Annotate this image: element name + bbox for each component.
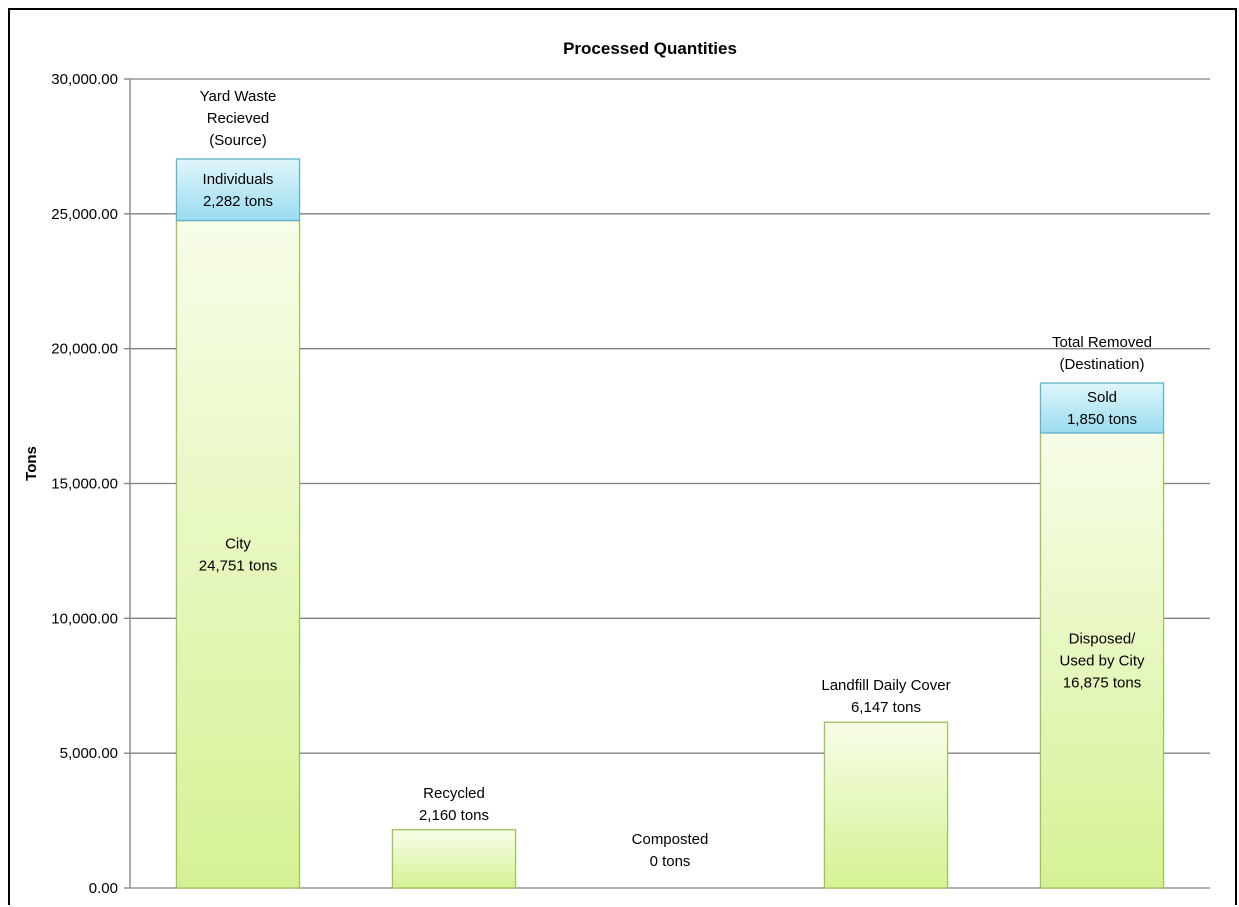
bar-data-label: Sold: [1087, 389, 1117, 406]
bar-segment-top: [1039, 382, 1165, 434]
chart-title: Processed Quantities: [563, 39, 737, 58]
y-tick-label: 30,000.00: [51, 71, 118, 88]
y-axis-label: Tons: [23, 446, 40, 481]
y-tick-label: 15,000.00: [51, 476, 118, 493]
y-tick-label: 20,000.00: [51, 341, 118, 358]
bar-segment-base: [175, 219, 301, 889]
y-tick-label: 10,000.00: [51, 610, 118, 627]
bar-category-label: Total Removed: [1052, 334, 1152, 351]
bar-data-label: 1,850 tons: [1067, 411, 1137, 428]
bar-segment-base: [823, 721, 949, 889]
bar-data-label: Disposed/: [1069, 630, 1137, 647]
bar-segment-base: [391, 829, 517, 889]
bar-data-label: Individuals: [203, 171, 274, 188]
bar-data-label: Used by City: [1059, 652, 1145, 669]
bar-category-label: Recieved: [207, 110, 270, 127]
bar-data-label: 0 tons: [650, 853, 691, 870]
bar-data-label: 6,147 tons: [851, 699, 921, 716]
data-labels: City 24,751 tons Individuals 2,282 tons Yard…: [199, 88, 1152, 870]
y-axis: 0.00 5,000.00 10,000.00 15,000.00 20,000.00 2…: [51, 71, 1210, 897]
y-tick-label: 0.00: [89, 880, 118, 897]
bar-segment-top: [175, 158, 301, 222]
bar-data-label: 2,160 tons: [419, 807, 489, 824]
chart-area: 0.00 5,000.00 10,000.00 15,000.00 20,000.00 2…: [8, 8, 1237, 905]
y-tick-label: 25,000.00: [51, 206, 118, 223]
bar-chart: 0.00 5,000.00 10,000.00 15,000.00 20,000.00 2…: [23, 39, 1210, 897]
bar-data-label: Recycled: [423, 785, 485, 802]
bar-category-label: (Destination): [1059, 356, 1144, 373]
y-tick-label: 5,000.00: [60, 745, 118, 762]
bar-data-label: Landfill Daily Cover: [821, 677, 950, 694]
bar-category-label: Yard Waste: [200, 88, 277, 105]
bars: [175, 158, 1165, 889]
gridlines: [130, 78, 1210, 754]
bar-data-label: City: [225, 535, 251, 552]
bar-data-label: 24,751 tons: [199, 557, 277, 574]
bar-data-label: 2,282 tons: [203, 193, 273, 210]
bar-category-label: (Source): [209, 132, 267, 149]
bar-data-label: Composted: [632, 831, 709, 848]
bar-data-label: 16,875 tons: [1063, 674, 1141, 691]
